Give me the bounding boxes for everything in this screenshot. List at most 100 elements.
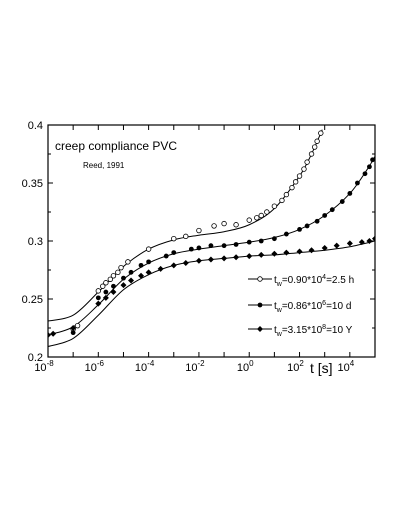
- legend-marker-series-2: [257, 302, 263, 308]
- data-point-series-2: [208, 243, 214, 249]
- data-point-series-2: [258, 238, 264, 244]
- data-point-series-1: [271, 203, 278, 209]
- data-point-series-1: [283, 191, 290, 198]
- data-point-series-1: [246, 217, 252, 223]
- x-axis-ticks: 10-8 10-6 10-4 10-2 100 102 104: [34, 125, 376, 374]
- data-point-series-2: [121, 275, 126, 281]
- data-point-series-3: [48, 331, 51, 338]
- data-point-series-1: [301, 166, 307, 172]
- data-point-series-2: [304, 223, 310, 229]
- data-point-series-3: [246, 253, 253, 260]
- data-point-series-3: [271, 250, 278, 257]
- x-axis-label: t [s]: [310, 360, 333, 376]
- data-point-series-1: [115, 269, 121, 276]
- data-point-series-1: [296, 173, 303, 179]
- data-point-series-1: [107, 276, 114, 282]
- legend-label-series-3: tw=3.15*108=10 Y: [274, 324, 353, 338]
- data-point-series-1: [118, 264, 124, 271]
- data-point-series-1: [279, 197, 285, 204]
- y-tick-label: 0.4: [28, 120, 43, 132]
- data-point-series-3: [110, 289, 117, 296]
- data-point-series-3: [366, 238, 373, 244]
- data-point-series-2: [314, 218, 320, 224]
- data-point-series-3: [145, 269, 152, 276]
- y-tick-label: 0.35: [22, 178, 43, 190]
- data-point-series-3: [50, 330, 57, 337]
- data-point-series-1: [304, 159, 310, 165]
- data-point-series-1: [103, 280, 109, 286]
- data-point-series-1: [95, 288, 102, 294]
- data-point-series-1: [314, 138, 320, 144]
- legend-label-series-2: tw=0.86*106=10 d: [274, 300, 351, 314]
- data-point-series-2: [233, 242, 239, 247]
- data-point-series-1: [145, 246, 152, 252]
- data-point-series-1: [183, 233, 189, 240]
- data-point-series-1: [311, 144, 318, 150]
- data-point-series-3: [321, 244, 328, 251]
- data-point-series-3: [296, 248, 303, 255]
- data-point-series-2: [111, 283, 116, 289]
- data-point-series-1: [100, 283, 106, 289]
- data-point-series-1: [258, 212, 264, 219]
- chart-title: creep compliance PVC: [55, 139, 177, 153]
- y-tick-label: 0.3: [28, 236, 43, 248]
- y-axis-ticks: 0.2 0.25 0.3 0.35 0.4: [22, 120, 375, 364]
- data-point-series-2: [95, 295, 101, 301]
- x-tick-label: 100: [237, 359, 254, 374]
- data-point-series-1: [308, 151, 315, 157]
- data-point-series-3: [333, 242, 340, 249]
- data-point-series-3: [195, 257, 202, 264]
- data-point-series-1: [74, 322, 81, 329]
- data-point-series-2: [329, 207, 335, 213]
- data-point-series-3: [70, 325, 77, 331]
- chart-subtitle: Reed, 1991: [83, 161, 125, 170]
- data-point-series-3: [128, 277, 135, 284]
- data-point-series-3: [221, 255, 228, 262]
- data-point-series-1: [171, 235, 177, 242]
- data-point-series-3: [283, 249, 290, 256]
- data-point-series-2: [146, 259, 152, 265]
- y-tick-label: 0.25: [22, 294, 43, 306]
- data-point-series-3: [182, 260, 189, 267]
- plot-frame: [47, 124, 376, 358]
- data-point-series-3: [346, 240, 353, 247]
- data-point-series-1: [125, 259, 131, 265]
- data-point-series-3: [308, 247, 315, 254]
- data-point-series-1: [264, 209, 270, 215]
- x-tick-label: 10-6: [85, 359, 105, 374]
- data-point-series-2: [370, 157, 375, 163]
- data-point-series-2: [271, 236, 277, 242]
- data-point-series-3: [102, 294, 109, 301]
- data-point-series-3: [120, 282, 127, 289]
- fit-curve-series-1: [48, 129, 323, 322]
- x-tick-label: 104: [337, 359, 354, 374]
- data-point-series-1: [292, 179, 299, 185]
- data-point-series-3: [170, 262, 177, 269]
- data-point-series-1: [196, 227, 202, 234]
- data-point-series-1: [254, 215, 260, 221]
- data-point-series-3: [258, 251, 265, 258]
- data-point-series-2: [188, 246, 194, 252]
- legend-marker-series-3: [257, 326, 263, 332]
- data-point-series-2: [138, 262, 144, 268]
- legend-label-series-1: tw=0.90*104=2.5 h: [274, 274, 354, 288]
- legend: tw=0.90*104=2.5 h tw=0.86*106=10 d tw=3.15…: [248, 274, 354, 338]
- data-point-series-2: [362, 171, 368, 177]
- y-tick-label: 0.2: [28, 352, 43, 364]
- legend-marker-series-1: [257, 276, 263, 282]
- x-tick-label: 102: [287, 359, 304, 374]
- data-point-series-1: [211, 223, 217, 229]
- data-point-series-2: [297, 227, 302, 232]
- data-point-series-2: [367, 164, 372, 170]
- data-point-series-1: [318, 130, 324, 136]
- x-tick-label: 10-2: [185, 359, 205, 374]
- data-point-series-2: [70, 330, 76, 336]
- data-point-series-3: [207, 256, 214, 263]
- data-point-series-2: [103, 289, 109, 295]
- data-point-series-2: [322, 213, 328, 218]
- data-point-series-2: [196, 245, 202, 251]
- data-point-series-2: [246, 239, 252, 245]
- data-point-series-3: [95, 300, 102, 307]
- data-point-series-2: [163, 253, 169, 259]
